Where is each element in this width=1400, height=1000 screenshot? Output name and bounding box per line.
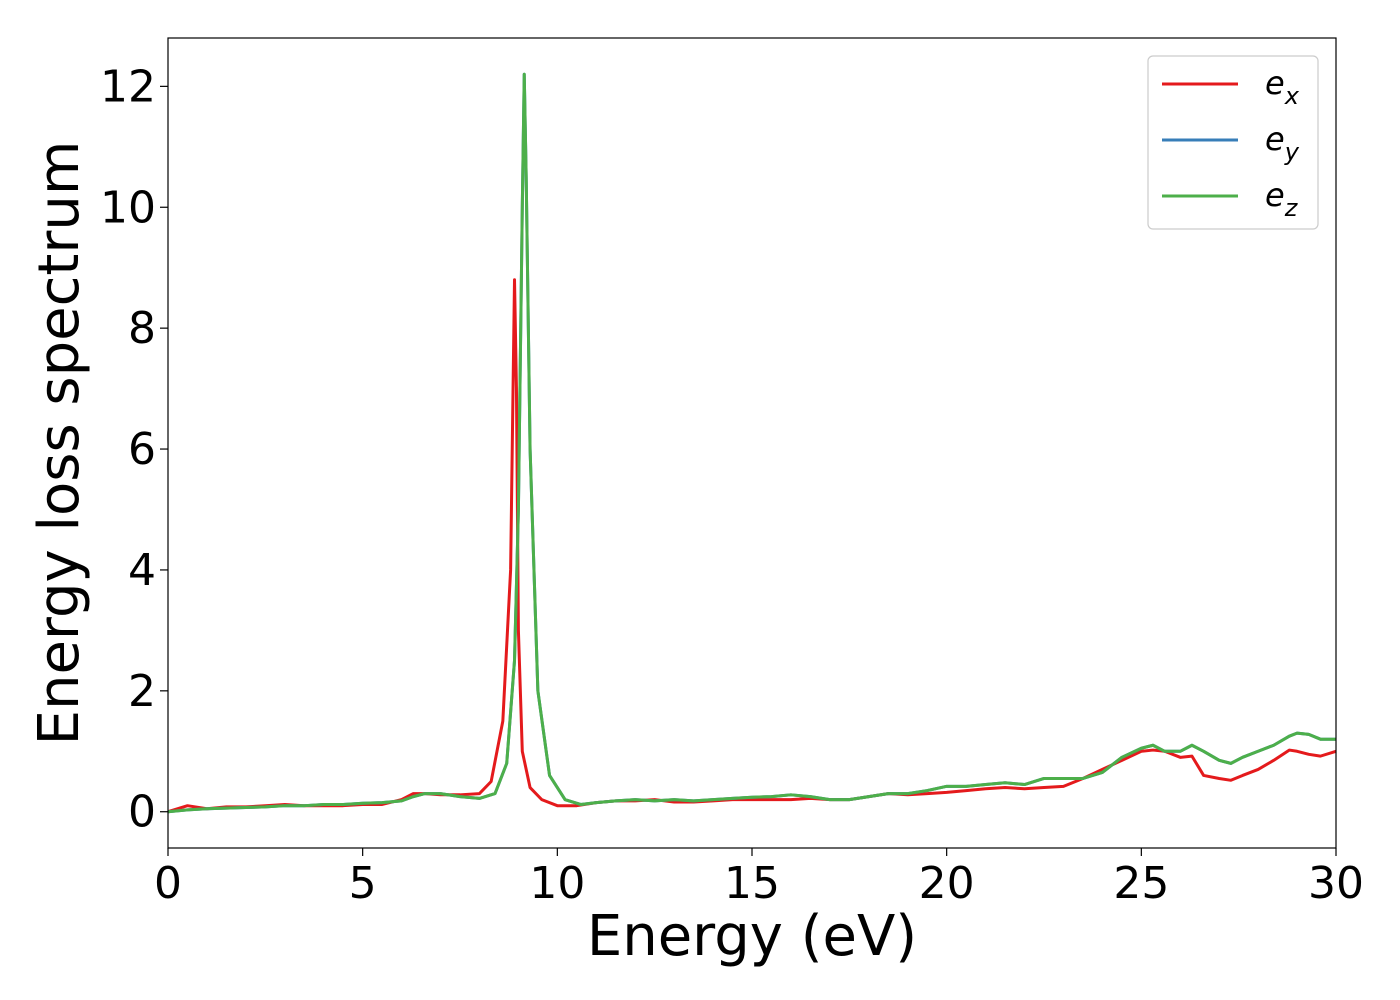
x-tick-label: 20 <box>919 858 975 909</box>
x-tick-label: 0 <box>154 858 182 909</box>
legend-box <box>1147 55 1319 230</box>
y-tick-label: 6 <box>128 424 156 475</box>
series-layer <box>167 72 1337 814</box>
series-line-e-z <box>167 72 1336 814</box>
y-axis-ticks: 0 2 4 6 8 10 12 <box>100 61 168 838</box>
x-tick-label: 15 <box>724 858 780 909</box>
y-tick-label: 0 <box>128 787 156 838</box>
x-tick-label: 5 <box>349 858 377 909</box>
y-tick-label: 10 <box>100 182 156 233</box>
series-line-e-x <box>167 278 1337 814</box>
x-axis-ticks: 0 5 10 15 20 25 30 <box>154 848 1364 909</box>
x-tick-label: 10 <box>529 858 585 909</box>
x-tick-label: 25 <box>1113 858 1169 909</box>
y-tick-label: 4 <box>128 545 156 596</box>
x-tick-label: 30 <box>1308 858 1364 909</box>
y-axis-label: Energy loss spectrum <box>27 141 92 746</box>
y-tick-label: 2 <box>128 666 156 717</box>
legend: ex ey ez <box>1147 55 1319 230</box>
y-tick-label: 12 <box>100 61 156 112</box>
legend-label-z: ez <box>1265 176 1299 222</box>
legend-label-x: ex <box>1265 64 1300 110</box>
legend-label-y: ey <box>1265 120 1300 166</box>
x-axis-label: Energy (eV) <box>587 904 917 969</box>
y-tick-label: 8 <box>128 303 156 354</box>
